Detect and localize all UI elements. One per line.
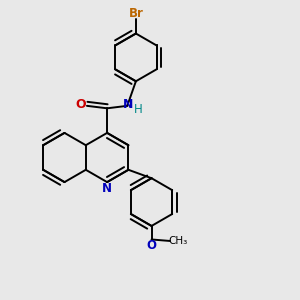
Text: O: O	[75, 98, 86, 111]
Text: N: N	[123, 98, 133, 111]
Text: CH₃: CH₃	[169, 236, 188, 246]
Text: O: O	[146, 239, 156, 252]
Text: Br: Br	[128, 7, 143, 20]
Text: H: H	[134, 103, 143, 116]
Text: N: N	[102, 182, 112, 195]
